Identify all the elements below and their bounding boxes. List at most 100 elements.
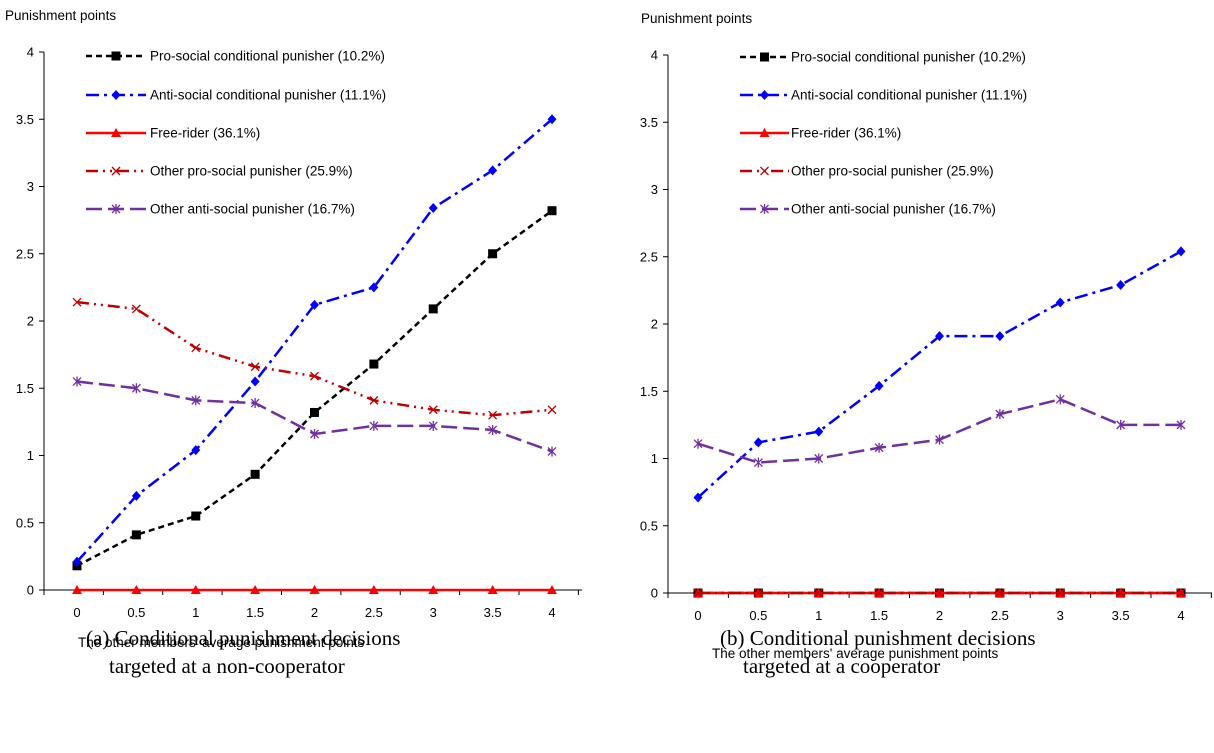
data-point <box>995 409 1005 420</box>
data-point <box>191 343 201 353</box>
data-point <box>488 424 498 435</box>
legend-marker <box>760 166 769 176</box>
data-point <box>753 437 763 448</box>
data-point <box>693 588 703 598</box>
data-point <box>131 585 142 594</box>
x-tick-label: 4 <box>548 605 555 620</box>
legend-marker <box>760 52 769 62</box>
data-point <box>191 511 201 521</box>
y-tick-label: 2.5 <box>16 246 34 261</box>
data-point <box>1176 588 1186 598</box>
data-point <box>874 442 884 453</box>
y-axis-title: Punishment points <box>641 11 752 26</box>
x-tick-label: 3.5 <box>484 605 502 620</box>
x-tick-label: 2 <box>936 608 943 623</box>
x-tick-label: 1.5 <box>246 605 264 620</box>
x-tick-label: 1.5 <box>870 608 888 623</box>
data-point <box>753 457 763 468</box>
y-tick-label: 0 <box>27 583 34 598</box>
data-point <box>547 206 557 216</box>
x-tick-label: 1 <box>815 608 822 623</box>
data-point <box>72 556 82 567</box>
data-point <box>131 304 141 314</box>
data-point <box>368 585 379 594</box>
legend-marker <box>760 90 769 100</box>
data-point <box>547 446 557 457</box>
series-anti-social-conditional-punisher <box>693 246 1186 503</box>
data-point <box>428 304 438 314</box>
data-point <box>250 469 260 479</box>
data-point <box>1176 419 1186 430</box>
data-point <box>488 410 498 420</box>
data-point <box>428 405 438 415</box>
x-axis-title: The other members' average punishment po… <box>78 635 364 650</box>
data-point <box>72 297 82 307</box>
legend-label: Free-rider (36.1%) <box>791 126 901 141</box>
x-tick-label: 0.5 <box>749 608 767 623</box>
legend-label: Other anti-social punisher (16.7%) <box>791 202 996 217</box>
data-point <box>1055 394 1065 405</box>
y-tick-label: 2 <box>651 317 658 332</box>
series-other-anti-social-punisher <box>693 394 1186 468</box>
data-point <box>1116 588 1126 598</box>
legend-marker <box>760 204 769 214</box>
y-tick-label: 2.5 <box>640 249 658 264</box>
data-point <box>250 376 260 387</box>
x-tick-label: 0 <box>694 608 701 623</box>
legend-marker <box>111 204 121 214</box>
series-free-rider <box>72 585 557 594</box>
y-tick-label: 3.5 <box>16 112 34 127</box>
data-point <box>814 426 824 437</box>
series-other-pro-social-punisher <box>72 297 557 420</box>
y-tick-label: 1 <box>651 451 658 466</box>
data-point <box>488 249 498 259</box>
y-tick-label: 0.5 <box>16 515 34 530</box>
data-point <box>428 203 438 214</box>
x-tick-label: 1 <box>192 605 199 620</box>
series-pro-social-conditional-punisher <box>72 206 557 571</box>
chart-panel-a: 0 0.5 1 1.5 2 2.5 3 3.5 4 0 0.5 1 1.5 2 2.5 3 3.5 4 Punish… <box>5 8 582 678</box>
data-point <box>190 585 201 594</box>
data-point <box>131 383 141 394</box>
series-other-anti-social-punisher <box>72 376 557 457</box>
data-point <box>72 585 82 594</box>
data-point <box>753 588 763 598</box>
y-tick-label: 0 <box>651 586 658 601</box>
x-tick-label: 2.5 <box>991 608 1009 623</box>
series-anti-social-conditional-punisher <box>72 114 557 567</box>
legend-marker <box>111 166 121 176</box>
x-tick-label: 2.5 <box>365 605 383 620</box>
x-tick-label: 2 <box>311 605 318 620</box>
x-axis-title: The other members' average punishment po… <box>712 646 998 661</box>
data-point <box>547 114 557 125</box>
figure-caption-line: (a) Conditional punishment decisions <box>86 626 400 650</box>
legend-label: Other pro-social punisher (25.9%) <box>791 164 994 179</box>
data-point <box>935 434 944 445</box>
data-point <box>428 585 439 594</box>
data-point <box>310 407 319 417</box>
y-tick-label: 1.5 <box>640 384 658 399</box>
legend-marker <box>111 51 121 61</box>
data-point <box>310 299 319 310</box>
data-point <box>428 420 438 431</box>
y-axis-title: Punishment points <box>5 8 116 23</box>
data-point <box>547 585 557 594</box>
legend-label: Pro-social conditional punisher (10.2%) <box>791 50 1026 65</box>
legend-label: Other anti-social punisher (16.7%) <box>150 202 355 217</box>
x-tick-label: 4 <box>1177 608 1184 623</box>
y-tick-label: 2 <box>27 314 34 329</box>
series-line <box>697 398 1181 464</box>
legend-label: Pro-social conditional punisher (10.2%) <box>150 49 385 64</box>
data-point <box>72 376 82 387</box>
y-tick-label: 3 <box>27 179 34 194</box>
data-point <box>131 530 141 540</box>
legend-label: Anti-social conditional punisher (11.1%) <box>150 88 386 103</box>
figure-caption-line: targeted at a cooperator <box>743 654 940 678</box>
series-line <box>76 209 553 567</box>
data-point <box>814 453 824 464</box>
data-point <box>488 165 498 176</box>
data-point <box>547 405 557 415</box>
data-point <box>1116 279 1126 290</box>
data-point <box>369 359 379 369</box>
